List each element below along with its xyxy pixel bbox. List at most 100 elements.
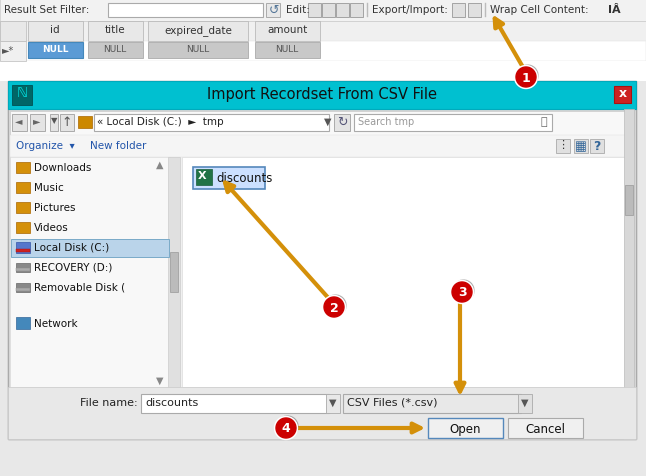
Bar <box>518 394 532 413</box>
Text: Pictures: Pictures <box>34 203 76 213</box>
Text: ▼: ▼ <box>521 397 528 407</box>
Bar <box>16 268 30 271</box>
Bar <box>367 4 368 18</box>
Bar <box>336 4 349 18</box>
Bar <box>78 117 92 129</box>
Text: Removable Disk (: Removable Disk ( <box>34 282 125 292</box>
Bar <box>354 115 552 132</box>
Bar <box>88 22 143 42</box>
Bar <box>30 115 45 132</box>
Text: ►: ► <box>33 116 41 126</box>
Text: Organize  ▾: Organize ▾ <box>16 141 75 151</box>
Bar <box>485 4 486 18</box>
Bar <box>60 115 74 132</box>
Text: discounts: discounts <box>145 397 198 407</box>
Bar <box>170 252 178 292</box>
Text: Downloads: Downloads <box>34 163 91 173</box>
Text: NULL: NULL <box>42 45 68 54</box>
Text: ?: ? <box>593 140 601 153</box>
Text: IÂ: IÂ <box>608 5 621 15</box>
Bar <box>0 22 646 42</box>
Bar <box>148 22 248 42</box>
Bar <box>168 158 180 387</box>
Bar <box>10 112 634 136</box>
Text: ℕ: ℕ <box>16 86 28 100</box>
Bar <box>16 223 30 234</box>
Bar <box>334 115 350 132</box>
Bar <box>624 110 634 439</box>
Bar <box>11 239 169 258</box>
Bar <box>28 22 83 42</box>
Text: Result Set Filter:: Result Set Filter: <box>4 5 89 15</box>
Text: Music: Music <box>34 183 64 193</box>
Bar <box>12 86 32 106</box>
Text: ▼: ▼ <box>329 397 337 407</box>
Text: ↺: ↺ <box>269 4 280 17</box>
Circle shape <box>514 66 537 89</box>
Circle shape <box>322 296 346 319</box>
Text: title: title <box>105 25 125 35</box>
Text: 2: 2 <box>329 301 339 314</box>
Bar <box>16 317 30 329</box>
Bar <box>614 87 631 104</box>
Text: discounts: discounts <box>216 172 273 185</box>
Circle shape <box>324 298 344 317</box>
Bar <box>182 158 634 387</box>
Bar <box>10 136 634 158</box>
Bar <box>322 4 335 18</box>
Bar <box>16 203 30 214</box>
Text: File name:: File name: <box>80 397 138 407</box>
Circle shape <box>276 418 296 438</box>
Bar <box>94 115 329 132</box>
Bar <box>350 4 363 18</box>
Bar <box>8 82 636 439</box>
Bar <box>141 394 329 413</box>
Bar <box>108 4 263 18</box>
Circle shape <box>277 416 298 437</box>
Bar <box>16 163 30 174</box>
Bar <box>0 0 646 22</box>
Bar <box>590 140 604 154</box>
Text: RECOVERY (D:): RECOVERY (D:) <box>34 262 112 272</box>
Circle shape <box>453 280 474 301</box>
Bar <box>16 283 30 292</box>
Text: Cancel: Cancel <box>525 422 565 435</box>
Circle shape <box>325 296 346 317</box>
Bar <box>255 43 320 59</box>
Bar <box>10 158 170 387</box>
Text: expired_date: expired_date <box>164 25 232 36</box>
Circle shape <box>450 281 474 304</box>
Text: amount: amount <box>267 25 307 35</box>
Bar <box>193 168 265 189</box>
Text: ⋮: ⋮ <box>557 140 568 149</box>
Bar <box>8 110 636 439</box>
Bar <box>10 112 634 437</box>
Text: Network: Network <box>34 318 78 328</box>
Text: Local Disk (C:): Local Disk (C:) <box>34 242 109 252</box>
Bar <box>0 22 26 42</box>
Bar <box>574 140 588 154</box>
Text: ↻: ↻ <box>337 116 348 129</box>
Bar <box>196 169 212 186</box>
Bar <box>12 115 27 132</box>
Bar <box>16 183 30 194</box>
Text: ▼: ▼ <box>156 375 163 385</box>
Bar <box>8 82 636 110</box>
Text: 🔍: 🔍 <box>541 117 547 127</box>
Text: New folder: New folder <box>90 141 147 151</box>
Bar <box>452 4 465 18</box>
Bar <box>556 140 570 154</box>
Text: NULL: NULL <box>103 45 127 54</box>
Bar <box>88 43 143 59</box>
Text: Videos: Videos <box>34 223 68 232</box>
Bar <box>428 418 503 438</box>
Text: ▲: ▲ <box>156 159 163 169</box>
Text: 4: 4 <box>282 422 290 435</box>
Text: Search tmp: Search tmp <box>358 117 414 127</box>
Bar <box>266 4 280 18</box>
Text: Wrap Cell Content:: Wrap Cell Content: <box>490 5 589 15</box>
Bar <box>0 42 646 62</box>
Text: « Local Disk (C:)  ►  tmp: « Local Disk (C:) ► tmp <box>97 117 224 127</box>
Text: 1: 1 <box>521 71 530 84</box>
Bar <box>326 394 340 413</box>
